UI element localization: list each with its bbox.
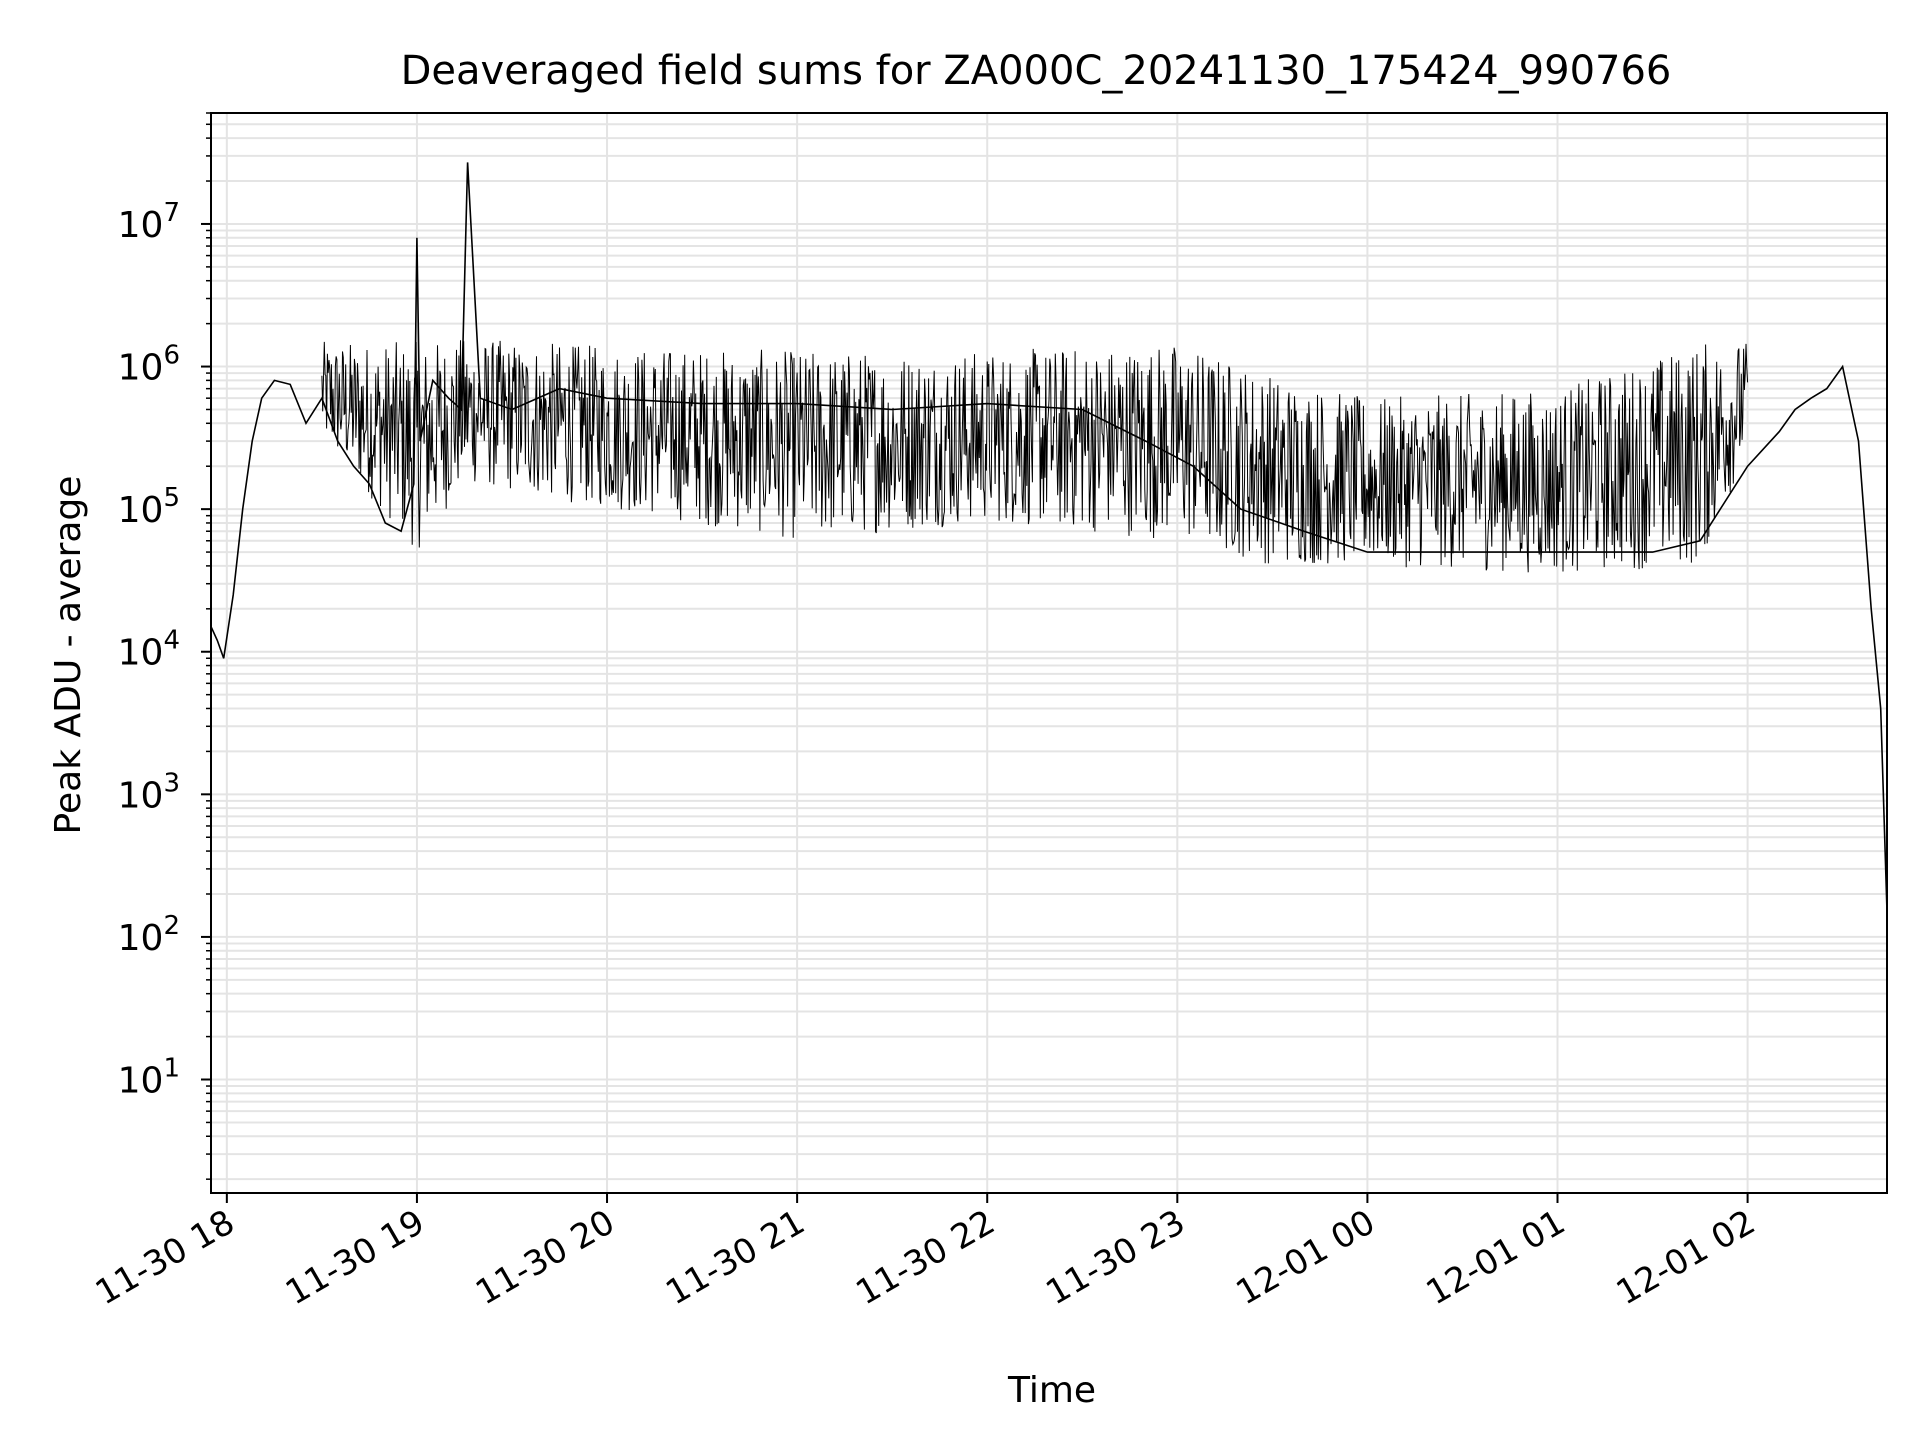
series-noise-band — [321, 340, 1749, 573]
y-axis-label: Peak ADU - average — [48, 476, 89, 835]
axes-frame — [210, 112, 1888, 1194]
x-axis-label: Time — [1007, 1370, 1096, 1411]
chart-title: Deaveraged field sums for ZA000C_2024113… — [401, 48, 1672, 94]
series-line — [210, 162, 1888, 912]
series-layer — [210, 162, 1888, 912]
